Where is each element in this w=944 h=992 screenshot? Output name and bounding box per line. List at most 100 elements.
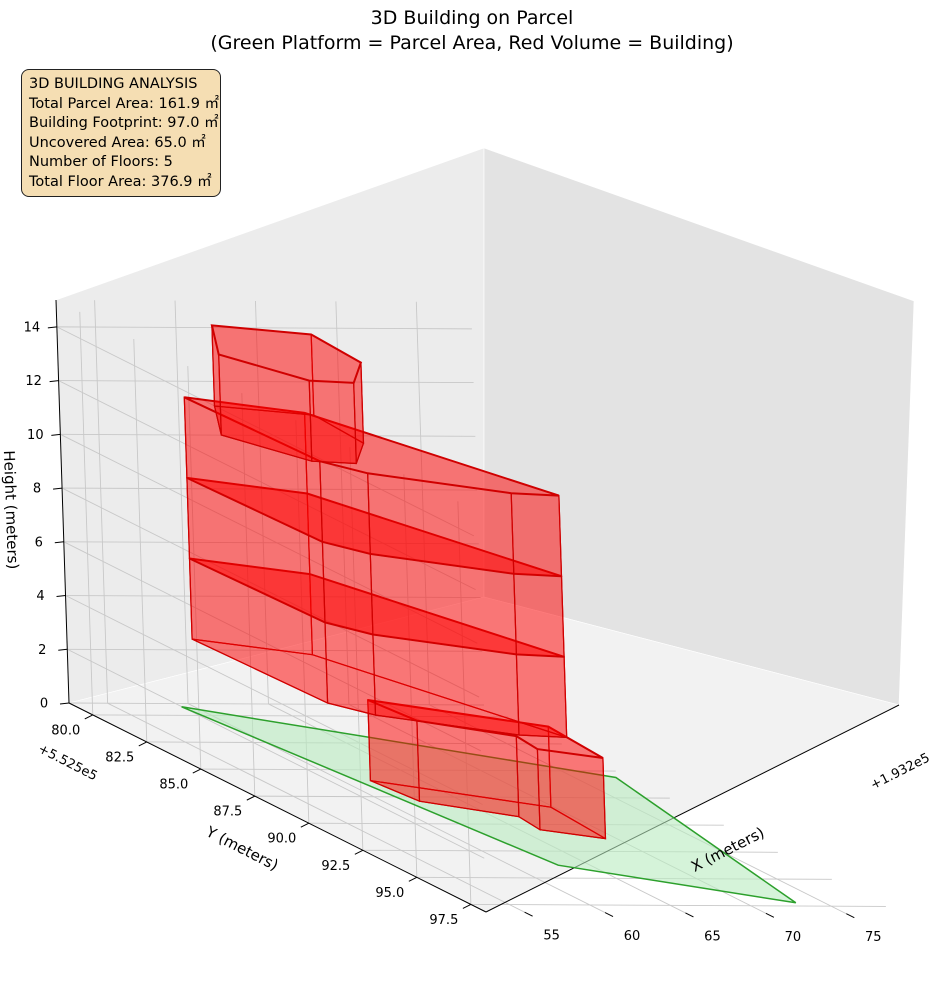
grid-line [60,433,476,437]
floor-side-face [513,573,565,658]
grid-line [457,501,472,905]
y-tick [408,876,418,882]
info-uncovered-area: Uncovered Area: 65.0 ㎡ [29,134,206,151]
z-tick-label: 0 [40,697,48,712]
y-tick-label: 80.0 [51,723,80,738]
z-tick-label: 4 [36,589,44,604]
y-tick [246,795,256,801]
chart-subtitle: (Green Platform = Parcel Area, Red Volum… [210,32,734,54]
y-tick-label: 97.5 [429,913,458,928]
grid-line [79,311,94,715]
parcel-polygon [181,706,797,904]
z-tick-label: 12 [25,374,42,389]
x-tick [846,913,855,919]
floor-side-face [515,735,541,831]
y-tick-label: 82.5 [105,750,134,765]
y-tick [192,768,202,774]
x-axis [485,704,900,919]
y-axis [68,702,487,913]
grid-line [92,714,508,718]
building-floor-2 [188,557,568,739]
grid-line [63,541,482,752]
x-tick-label: 60 [624,929,641,944]
info-number-of-floors: Number of Floors: 5 [29,154,173,171]
z-tick-label: 6 [35,535,43,550]
grid-line [255,300,269,704]
z-axis-label: Height (meters) [0,450,22,570]
z-tick-label: 8 [33,482,41,497]
grid-line [61,487,480,698]
grid-line [58,380,476,591]
grid-lines [56,300,886,915]
floor-side-face [324,621,377,716]
x-tick-label: 70 [785,930,802,945]
z-tick [58,648,68,651]
grid-line [58,380,474,384]
y-tick-label: 95.0 [375,886,404,901]
y-tick [138,741,148,747]
x-tick [524,911,533,917]
floor-side-face [536,748,607,840]
grid-line [403,474,418,878]
floor-side-face [515,653,568,739]
building-floor-3 [186,476,565,658]
z-tick [53,487,63,490]
y-tick-label: 90.0 [267,832,296,847]
y-tick [462,903,472,909]
y-tick [84,714,93,720]
y-offset-label: +5.525e5 [35,742,99,785]
grid-line [415,301,430,705]
tick-labels: 55 60 65 70 7580.082.585.087.590.092.595.097… [24,320,882,945]
y-tick-label: 87.5 [213,805,242,820]
building-volume [183,324,607,840]
chart-title: 3D Building on Parcel [370,7,574,29]
x-tick [604,912,614,918]
grid-line [94,300,109,704]
z-tick [56,595,66,598]
x-axis-line [485,704,900,913]
z-tick [47,326,57,329]
z-tick-label: 2 [38,643,46,658]
grid-line [335,301,350,705]
x-tick [685,912,694,918]
z-tick-label: 10 [27,428,44,443]
info-total-floor-area: Total Floor Area: 376.9 ㎡ [29,173,212,190]
info-box-title: 3D BUILDING ANALYSIS [29,76,198,92]
grid-line [56,326,475,537]
x-offset-label: +1.932e5 [868,751,932,794]
floor-top-face [210,324,363,384]
floor-side-face [321,541,374,636]
z-axis-line [55,299,70,704]
x-tick-label: 75 [865,930,882,945]
y-tick-label: 85.0 [159,778,188,793]
grid-line [68,702,485,706]
parcel-platform [181,706,797,904]
floor-side-face [319,460,371,555]
z-tick [51,433,61,436]
x-tick [765,912,775,918]
x-tick-label: 55 [543,929,560,944]
info-building-footprint: Building Footprint: 97.0 ㎡ [29,115,219,132]
info-parcel-area: Total Parcel Area: 161.9 ㎡ [29,95,220,112]
z-tick [54,541,64,544]
grid-line [133,338,148,742]
grid-line [63,541,479,545]
grid-line [470,903,886,907]
grid-line [60,433,478,644]
grid-line [187,366,202,770]
analysis-info-box: 3D BUILDING ANALYSIS Total Parcel Area: … [21,69,221,197]
z-axis [47,299,70,705]
building-floor-4 [183,396,563,578]
grid-line [56,326,472,330]
floor-side-face [510,492,563,577]
building-floor-1 [367,699,607,840]
x-tick-label: 65 [704,929,721,944]
y-tick [300,822,310,828]
z-tick-label: 14 [24,320,41,335]
y-tick-label: 92.5 [321,859,350,874]
grid-line [67,648,485,859]
grid-line [65,595,481,598]
z-tick [49,380,59,383]
y-tick [354,849,364,855]
